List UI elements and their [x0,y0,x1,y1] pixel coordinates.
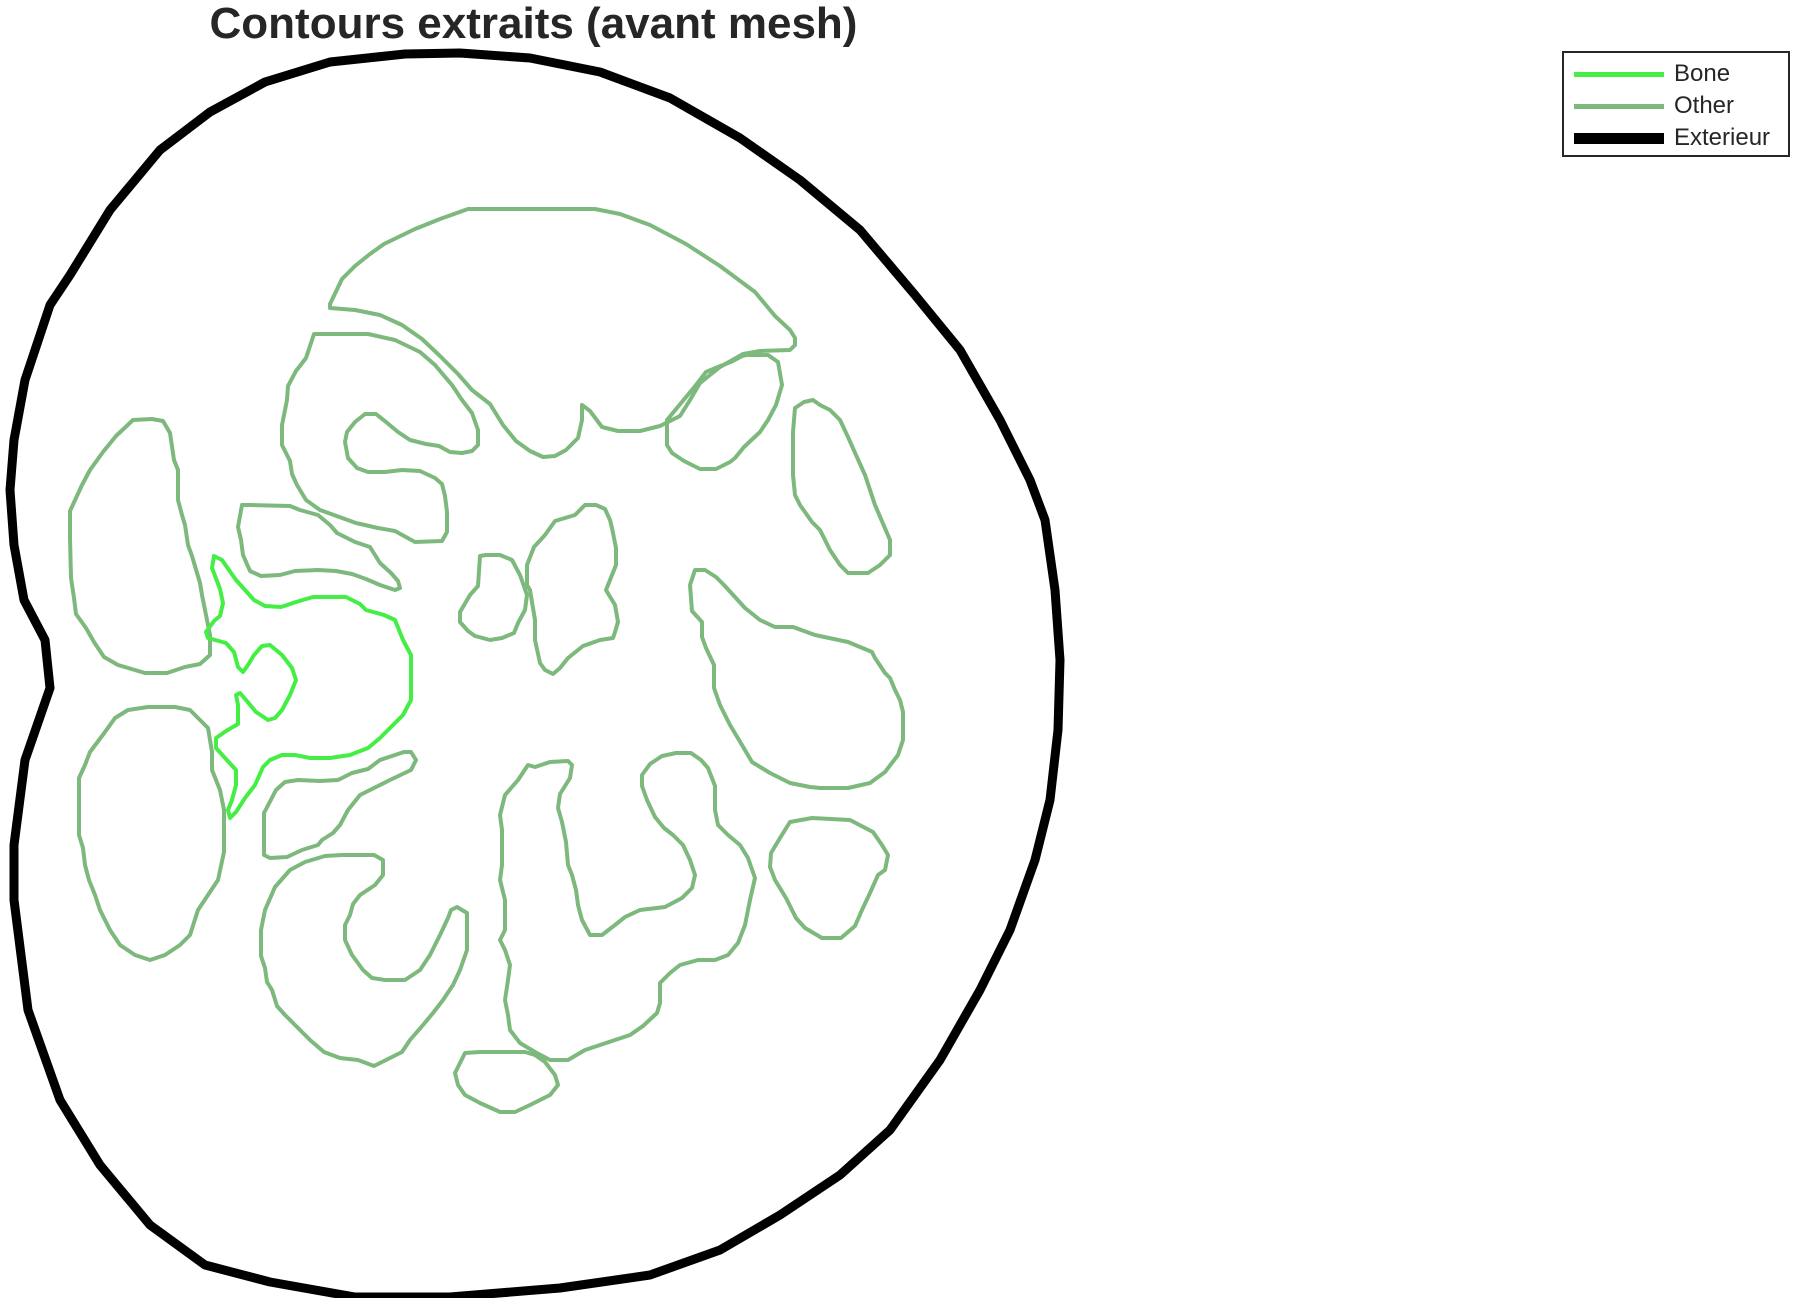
legend-item-exterieur: Exterieur [1574,122,1770,154]
bone-contour-1 [204,554,413,820]
legend-label-exterieur: Exterieur [1674,124,1771,151]
other-contour-4 [68,417,212,675]
legend-label-other: Other [1674,92,1735,119]
legend-item-bone: Bone [1574,58,1730,90]
other-contour-12 [768,816,890,940]
figure-title: Contours extraits (avant mesh) [209,0,858,48]
other-contours-group [68,207,905,1114]
legend: Bone Other Exterieur [1562,51,1790,157]
legend-label-bone: Bone [1674,60,1731,87]
legend-swatch-bone [1574,71,1664,77]
other-contour-2 [280,332,480,544]
other-contour-7 [525,503,620,676]
exterieur-contour [5,48,1065,1298]
other-contour-5 [791,398,892,575]
legend-swatch-exterieur [1574,132,1664,144]
other-contour-11 [498,751,757,1062]
other-contour-8 [458,553,529,642]
bone-contours-group [204,554,413,820]
other-contour-10 [262,750,418,860]
other-contour-3 [665,353,784,471]
exterieur-contour-group [5,48,1065,1298]
legend-swatch-other [1574,103,1664,109]
other-contour-1 [328,207,797,459]
other-contour-9 [688,568,905,790]
other-contour-13 [77,705,226,962]
other-contour-6 [236,503,402,592]
other-contour-14 [259,853,469,1068]
legend-item-other: Other [1574,90,1734,122]
other-contour-15 [453,1050,560,1114]
